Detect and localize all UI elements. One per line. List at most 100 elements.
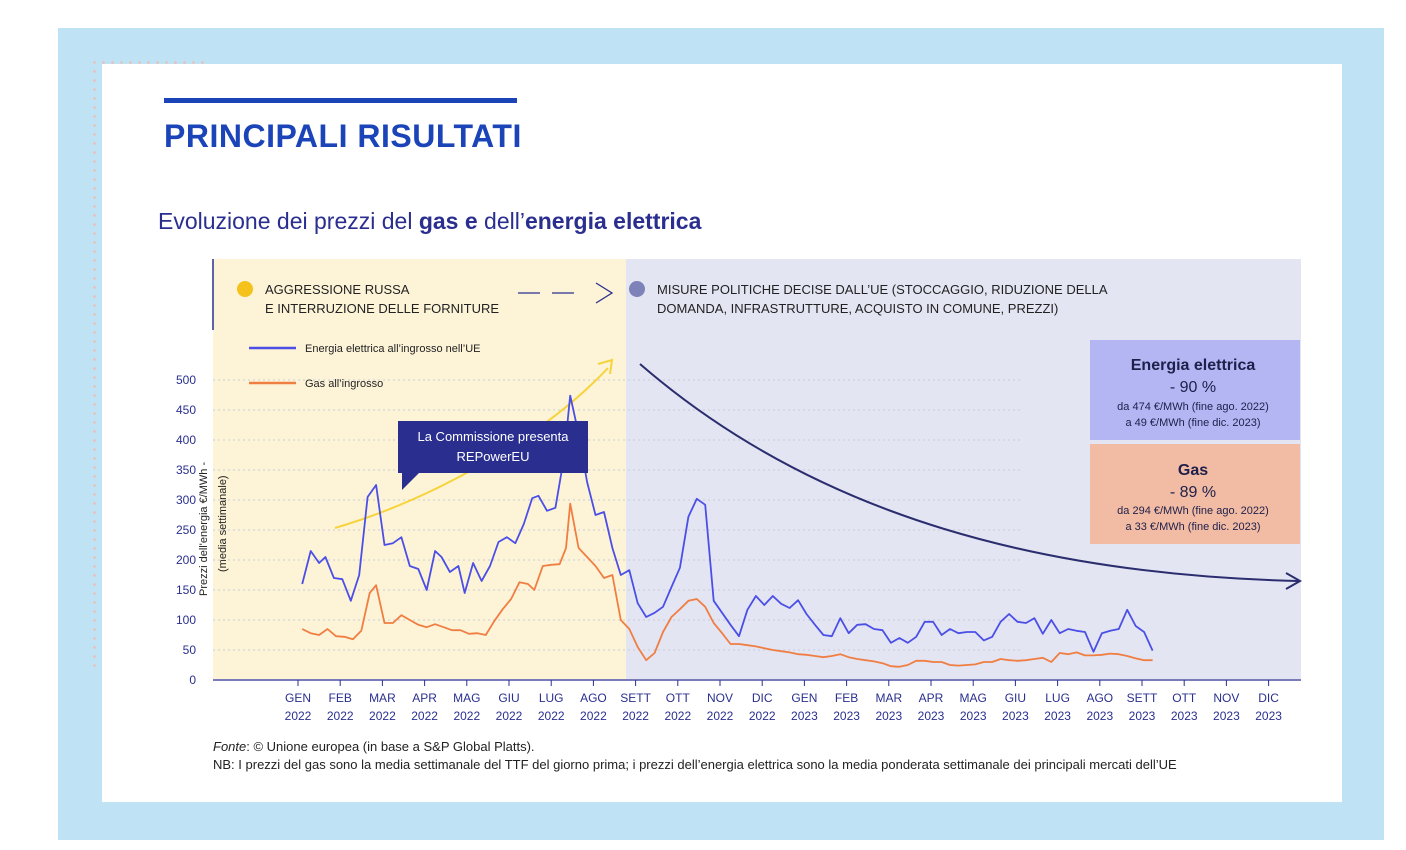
repowereu-callout: La Commissione presenta REPowerEU <box>398 421 588 490</box>
x-tick-year: 2023 <box>1171 709 1198 723</box>
x-axis-ticks: GEN 2022 FEB 2022 MAR 2022 APR 2022 MAG 2022 GIU 20… <box>285 680 1282 723</box>
x-tick-year: 2022 <box>453 709 480 723</box>
x-tick-month: DIC <box>752 691 773 705</box>
y-tick-label: 400 <box>176 433 196 447</box>
callout-line2: REPowerEU <box>457 449 530 464</box>
y-tick-label: 200 <box>176 553 196 567</box>
x-tick-year: 2022 <box>496 709 523 723</box>
x-tick-month: FEB <box>835 691 858 705</box>
x-tick-month: LUG <box>539 691 564 705</box>
chart-title-part-1: Evoluzione dei prezzi del <box>158 208 419 234</box>
electricity-box-change: - 90 % <box>1170 379 1216 396</box>
y-tick-label: 300 <box>176 493 196 507</box>
legend: Energia elettrica all’ingrosso nell’UE G… <box>249 343 480 390</box>
y-tick-label: 500 <box>176 373 196 387</box>
legend-gas-label: Gas all’ingrosso <box>305 378 383 390</box>
x-tick-year: 2022 <box>580 709 607 723</box>
electricity-box: Energia elettrica - 90 % da 474 €/MWh (f… <box>1090 340 1300 440</box>
source-text: : © Unione europea (in base a S&P Global… <box>246 739 535 754</box>
phase-right-dot <box>629 281 645 297</box>
x-tick-month: GEN <box>285 691 311 705</box>
x-tick-month: GIU <box>1005 691 1026 705</box>
gas-price-line <box>301 502 1153 668</box>
gas-box-change: - 89 % <box>1170 484 1216 501</box>
x-tick-year: 2023 <box>1086 709 1113 723</box>
gas-box: Gas - 89 % da 294 €/MWh (fine ago. 2022)… <box>1090 444 1300 544</box>
x-tick-year: 2022 <box>749 709 776 723</box>
electricity-box-title: Energia elettrica <box>1131 357 1256 374</box>
y-tick-label: 350 <box>176 463 196 477</box>
y-tick-label: 250 <box>176 523 196 537</box>
x-tick-month: SETT <box>620 691 651 705</box>
y-tick-label: 50 <box>183 643 197 657</box>
x-tick-year: 2023 <box>1002 709 1029 723</box>
electricity-price-line <box>301 394 1154 653</box>
x-tick-year: 2022 <box>707 709 734 723</box>
y-tick-label: 450 <box>176 403 196 417</box>
x-tick-year: 2022 <box>369 709 396 723</box>
chart-title-part-4: energia elettrica <box>524 208 702 234</box>
gas-box-bg <box>1090 444 1300 544</box>
x-tick-year: 2023 <box>1213 709 1240 723</box>
x-tick-year: 2023 <box>833 709 860 723</box>
x-tick-month: FEB <box>329 691 352 705</box>
x-tick-month: APR <box>412 691 437 705</box>
x-tick-month: APR <box>919 691 944 705</box>
x-tick-year: 2023 <box>918 709 945 723</box>
gas-box-line1: da 294 €/MWh (fine ago. 2022) <box>1117 505 1269 517</box>
x-tick-year: 2023 <box>960 709 987 723</box>
title-accent-bar <box>164 98 517 103</box>
falling-trend-arrowhead <box>1285 572 1303 590</box>
x-tick-month: MAR <box>875 691 902 705</box>
phase-right-line1: MISURE POLITICHE DECISE DALL’UE (STOCCAG… <box>657 282 1108 297</box>
y-axis-ticks: 0 50 100 150 200 250 300 350 400 450 500 <box>176 373 196 687</box>
chart-footer: Fonte: © Unione europea (in base a S&P G… <box>213 738 1293 774</box>
x-tick-month: MAG <box>960 691 987 705</box>
y-tick-label: 100 <box>176 613 196 627</box>
x-tick-month: MAG <box>453 691 480 705</box>
x-tick-month: OTT <box>1172 691 1197 705</box>
source-note: Fonte: © Unione europea (in base a S&P G… <box>213 738 1293 756</box>
x-tick-month: SETT <box>1127 691 1158 705</box>
gas-box-line2: a 33 €/MWh (fine dic. 2023) <box>1125 521 1260 533</box>
falling-trend-arrow <box>639 363 1299 582</box>
x-tick-month: GIU <box>498 691 519 705</box>
x-tick-year: 2022 <box>327 709 354 723</box>
transition-arrow <box>518 282 614 304</box>
x-tick-month: AGO <box>1086 691 1113 705</box>
x-tick-month: DIC <box>1258 691 1279 705</box>
x-tick-month: AGO <box>580 691 607 705</box>
methodology-note: NB: I prezzi del gas sono la media setti… <box>213 757 1177 772</box>
x-tick-month: GEN <box>791 691 817 705</box>
x-tick-year: 2023 <box>1044 709 1071 723</box>
series-lines <box>301 394 1154 668</box>
source-label: Fonte <box>213 739 247 754</box>
x-tick-year: 2022 <box>622 709 649 723</box>
x-tick-month: OTT <box>666 691 691 705</box>
callout-line1: La Commissione presenta <box>417 429 569 444</box>
y-tick-label: 150 <box>176 583 196 597</box>
y-axis-label-line1: Prezzi dell'energia €/MWh - <box>198 462 210 596</box>
legend-electricity-label: Energia elettrica all’ingrosso nell’UE <box>305 343 480 355</box>
x-tick-month: MAR <box>369 691 396 705</box>
electricity-box-line1: da 474 €/MWh (fine ago. 2022) <box>1117 401 1269 413</box>
phase-right-line2: DOMANDA, INFRASTRUTTURE, ACQUISTO IN COM… <box>657 301 1058 316</box>
x-tick-year: 2022 <box>411 709 438 723</box>
rising-trend-arrowhead <box>597 358 614 375</box>
gas-box-title: Gas <box>1178 462 1208 479</box>
callout-pointer <box>402 472 420 490</box>
x-tick-year: 2023 <box>1255 709 1282 723</box>
x-tick-year: 2022 <box>538 709 565 723</box>
x-tick-year: 2022 <box>285 709 312 723</box>
x-tick-year: 2022 <box>664 709 691 723</box>
section-title: PRINCIPALI RISULTATI <box>164 118 522 154</box>
x-tick-month: LUG <box>1045 691 1070 705</box>
chart-title: Evoluzione dei prezzi del gas e dell’ene… <box>158 208 701 235</box>
x-tick-month: NOV <box>707 691 733 705</box>
electricity-box-line2: a 49 €/MWh (fine dic. 2023) <box>1125 417 1260 429</box>
chart-title-part-3: dell’ <box>477 208 525 234</box>
electricity-box-bg <box>1090 340 1300 440</box>
x-tick-year: 2023 <box>791 709 818 723</box>
phase-left-dot <box>237 281 253 297</box>
